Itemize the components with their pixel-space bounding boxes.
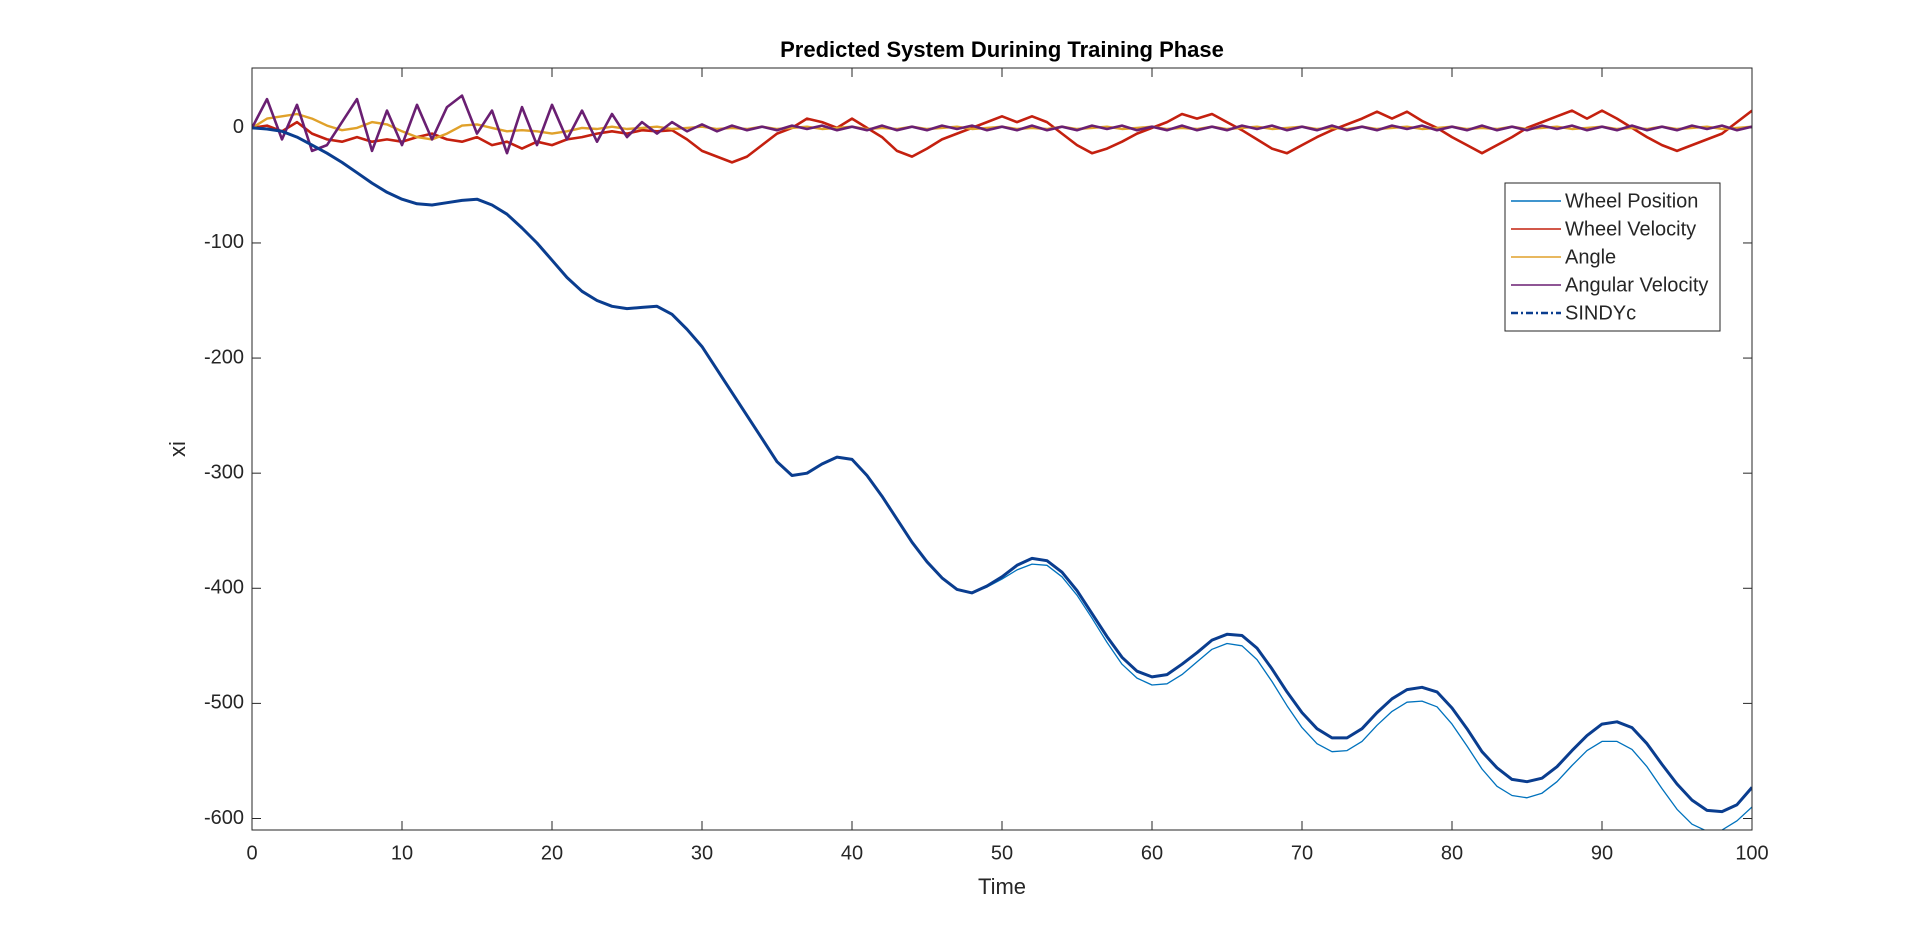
x-tick-label: 50 <box>991 842 1013 864</box>
x-tick-label: 10 <box>391 842 413 864</box>
legend-label: SINDYc <box>1565 302 1636 324</box>
series-line <box>252 94 1752 155</box>
x-tick-label: 20 <box>541 842 563 864</box>
x-tick-label: 100 <box>1735 842 1768 864</box>
x-tick-label: 0 <box>246 842 257 864</box>
legend-label: Angular Velocity <box>1565 274 1708 296</box>
plot-area <box>252 94 1752 830</box>
y-axis-label: xi <box>165 441 190 457</box>
x-tick-label: 60 <box>1141 842 1163 864</box>
x-axis-label: Time <box>978 874 1026 899</box>
y-tick-label: -300 <box>204 461 244 483</box>
x-tick-label: 40 <box>841 842 863 864</box>
x-tick-label: 30 <box>691 842 713 864</box>
y-tick-label: 0 <box>233 116 244 138</box>
y-tick-label: -200 <box>204 346 244 368</box>
series-line <box>252 126 1752 814</box>
legend-label: Wheel Velocity <box>1565 218 1696 240</box>
y-tick-label: -100 <box>204 231 244 253</box>
y-tick-label: -500 <box>204 692 244 714</box>
x-tick-label: 80 <box>1441 842 1463 864</box>
plot-frame <box>251 67 1753 831</box>
legend-label: Angle <box>1565 246 1616 268</box>
legend-label: Wheel Position <box>1565 190 1698 212</box>
y-tick-label: -400 <box>204 577 244 599</box>
chart-title: Predicted System Durining Training Phase <box>780 37 1224 62</box>
y-tick-label: -600 <box>204 807 244 829</box>
x-tick-label: 90 <box>1591 842 1613 864</box>
x-tick-label: 70 <box>1291 842 1313 864</box>
